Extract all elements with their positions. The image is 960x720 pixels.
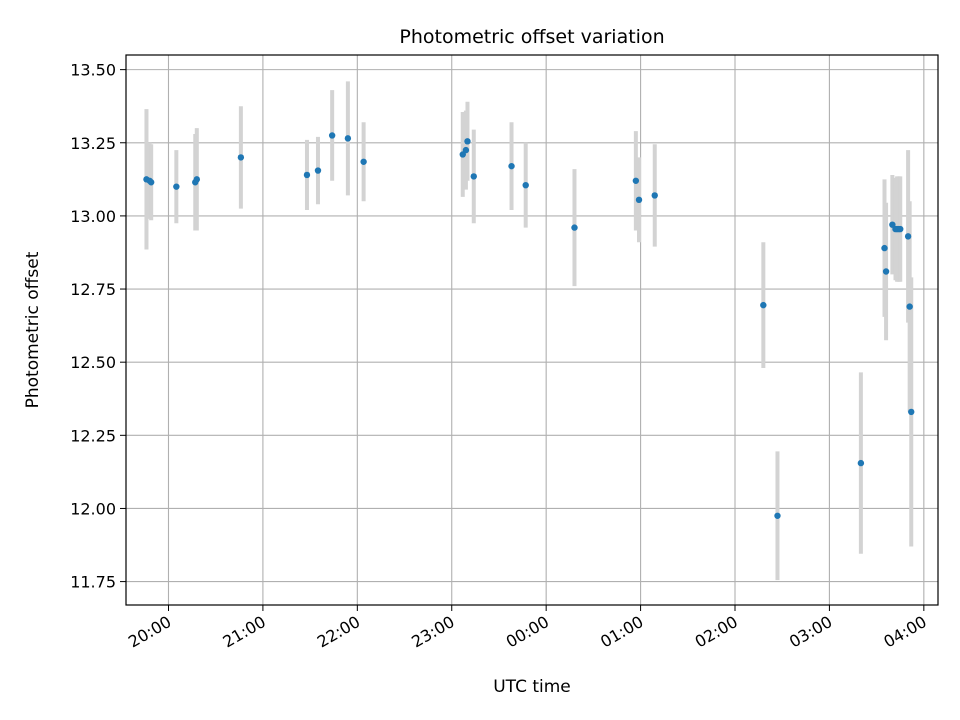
y-tick-label: 13.00 bbox=[70, 207, 116, 226]
y-tick-label: 12.25 bbox=[70, 426, 116, 445]
data-point bbox=[328, 132, 336, 139]
data-point bbox=[882, 268, 890, 275]
data-point bbox=[897, 225, 904, 233]
data-point bbox=[908, 408, 915, 416]
data-point bbox=[314, 167, 322, 174]
data-point bbox=[344, 135, 352, 142]
data-point bbox=[632, 177, 640, 184]
grid bbox=[126, 55, 938, 605]
data-point bbox=[760, 301, 767, 309]
data-point bbox=[237, 154, 245, 161]
data-point bbox=[651, 192, 658, 199]
data-point bbox=[906, 303, 913, 310]
data-point bbox=[881, 244, 888, 252]
data-point bbox=[462, 146, 470, 154]
data-point bbox=[571, 224, 578, 231]
y-tick-label: 12.00 bbox=[70, 499, 116, 518]
y-tick-label: 12.75 bbox=[70, 280, 116, 299]
y-axis: 11.75 12.00 12.25 12.50 12.75 13.00 13.25 13.50 bbox=[70, 61, 126, 592]
data-point bbox=[857, 459, 865, 467]
data-point bbox=[470, 173, 477, 180]
y-tick-label: 12.50 bbox=[70, 353, 116, 372]
y-axis-title: Photometric offset bbox=[23, 251, 43, 408]
data-point bbox=[147, 179, 155, 186]
y-tick-label: 11.75 bbox=[70, 573, 116, 592]
data-point bbox=[464, 138, 471, 145]
data-point bbox=[508, 162, 515, 170]
data-point bbox=[774, 512, 781, 519]
y-tick-label: 13.25 bbox=[70, 134, 116, 153]
data-point bbox=[360, 158, 367, 165]
data-point bbox=[522, 181, 529, 189]
data-point bbox=[635, 196, 643, 204]
data-point bbox=[303, 171, 311, 179]
data-point bbox=[193, 176, 201, 183]
y-tick-label: 13.50 bbox=[70, 61, 116, 80]
plot-frame bbox=[125, 54, 939, 606]
data-points bbox=[143, 132, 915, 519]
data-point bbox=[173, 183, 180, 190]
data-point bbox=[904, 233, 912, 240]
x-axis-title: UTC time bbox=[493, 677, 571, 697]
chart-title: Photometric offset variation bbox=[399, 26, 664, 48]
